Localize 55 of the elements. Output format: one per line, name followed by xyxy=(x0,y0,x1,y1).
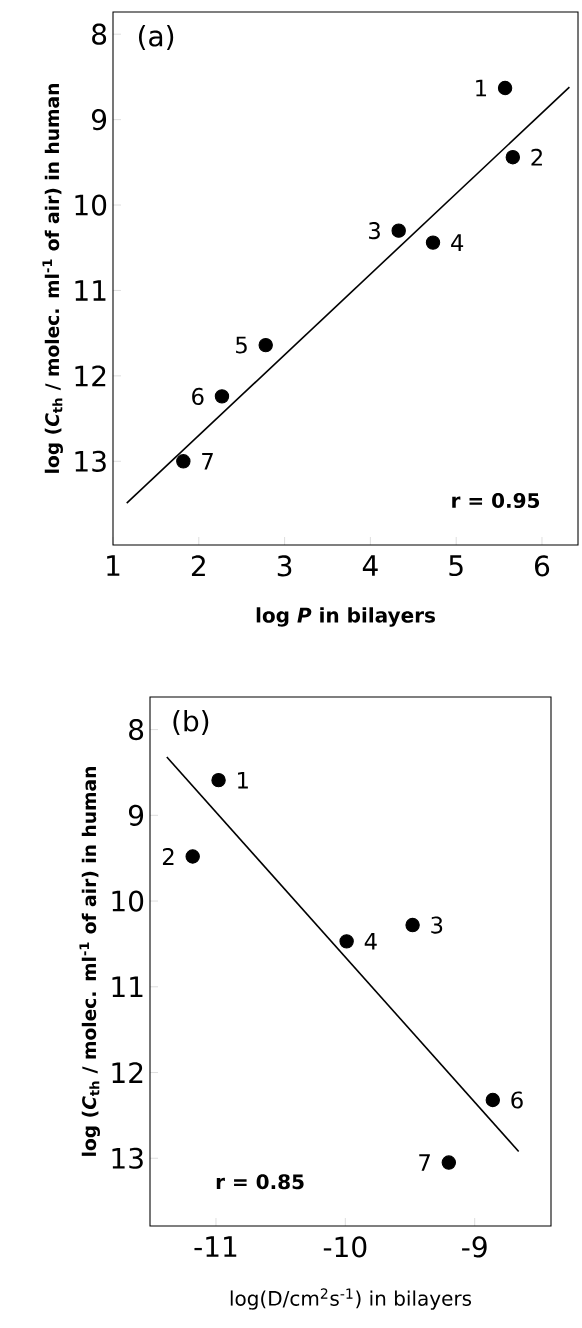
x-tick-label: 1 xyxy=(107,555,120,576)
x-tick-label: -11 xyxy=(194,1236,237,1257)
annotation: 7 xyxy=(419,1154,430,1171)
point xyxy=(391,223,406,238)
annotation: r = 0.85 xyxy=(216,1174,304,1190)
y-tick-label: 12 xyxy=(112,1062,143,1083)
annotation: 4 xyxy=(451,234,464,251)
x-tick-label: 6 xyxy=(535,555,550,577)
y-tick-label: 12 xyxy=(75,365,106,387)
annotation: 2 xyxy=(531,148,542,166)
x-axis-title: log(D/cm$^{2}$s$^{-1}$) in bilayers xyxy=(230,1288,472,1310)
y-tick-label: 8 xyxy=(92,23,107,45)
x-tick-label: 3 xyxy=(277,555,292,577)
point xyxy=(405,917,420,933)
y-tick-label: 10 xyxy=(75,194,107,216)
annotation: 3 xyxy=(369,222,380,240)
x-tick-label: 2 xyxy=(191,555,205,577)
annotation: 5 xyxy=(236,336,247,354)
annotation: 1 xyxy=(238,771,248,789)
y-tick-label: 9 xyxy=(128,804,144,826)
annotation: 1 xyxy=(476,79,487,97)
annotation: 4 xyxy=(364,933,377,950)
annotation: 6 xyxy=(192,387,204,405)
point xyxy=(185,849,200,864)
y-tick-label: 8 xyxy=(129,718,144,741)
x-tick-label: -10 xyxy=(323,1236,367,1258)
point xyxy=(339,934,354,949)
point xyxy=(485,1092,500,1108)
y-axis-title: log (C$_{th}$ / molec. ml$^{-1}$ of air) in human xyxy=(42,84,63,473)
y-tick-label: 13 xyxy=(75,450,106,472)
y-tick-label: 11 xyxy=(75,280,106,301)
y-tick-label: 13 xyxy=(112,1147,143,1169)
annotation: 6 xyxy=(511,1091,523,1109)
x-tick-label: 5 xyxy=(449,555,463,577)
point xyxy=(211,772,226,788)
y-axis-title: log (C$_{th}$ / molec. ml$^{-1}$ of air) in human xyxy=(79,767,100,1156)
annotation: r = 0.95 xyxy=(452,492,540,509)
point xyxy=(505,150,521,165)
point xyxy=(258,337,273,353)
chart-title: (a) xyxy=(138,24,174,50)
point xyxy=(441,1155,457,1170)
point xyxy=(425,235,441,250)
x-tick-label: -9 xyxy=(462,1236,487,1258)
annotation: 7 xyxy=(202,453,213,470)
x-axis-title: log P in bilayers xyxy=(256,607,435,627)
y-tick-label: 10 xyxy=(112,890,144,912)
y-tick-label: 9 xyxy=(91,109,107,131)
point xyxy=(214,389,230,404)
annotation: 2 xyxy=(162,848,174,865)
point xyxy=(176,454,191,469)
y-tick-label: 11 xyxy=(112,976,143,997)
annotation: 3 xyxy=(431,916,443,934)
point xyxy=(497,80,513,96)
x-tick-label: 4 xyxy=(362,555,378,576)
chart-title: (b) xyxy=(173,709,209,735)
